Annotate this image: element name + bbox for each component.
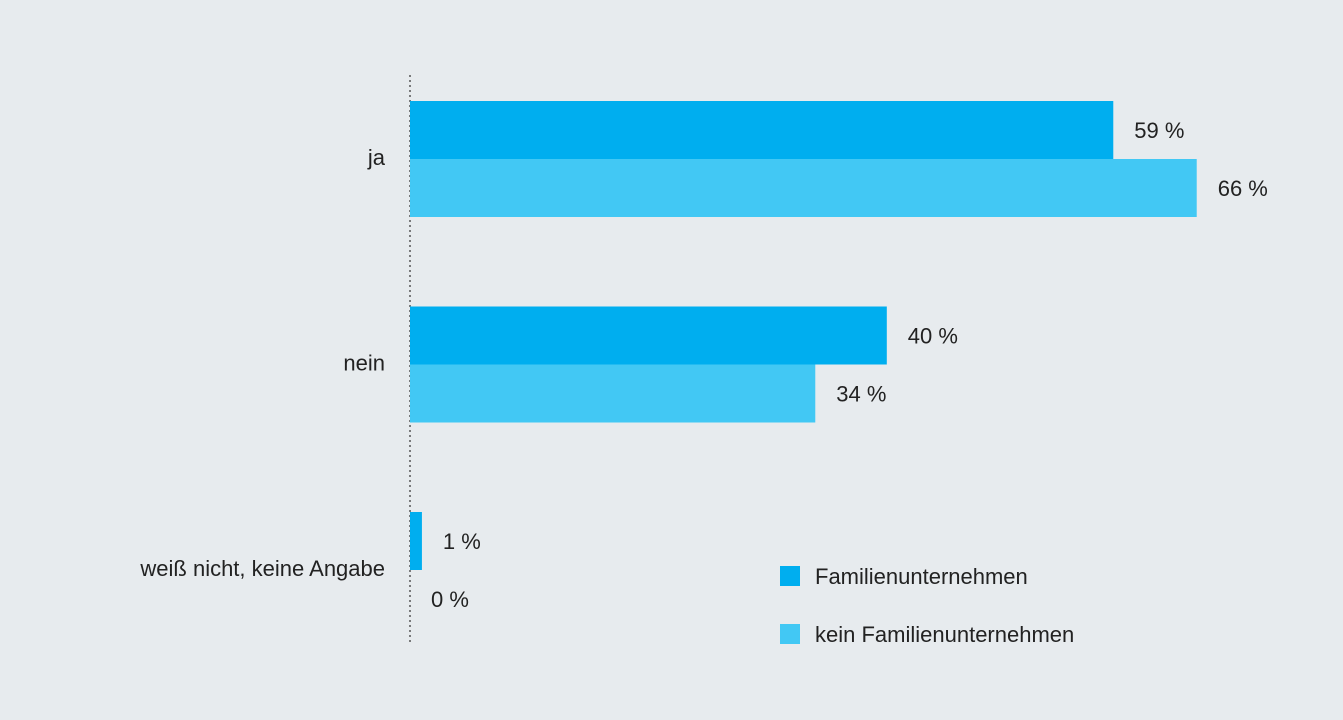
- legend-swatch: [780, 566, 800, 586]
- legend-label: kein Familienunternehmen: [815, 622, 1074, 647]
- legend-label: Familienunternehmen: [815, 564, 1028, 589]
- value-label: 0 %: [431, 587, 469, 612]
- value-label: 34 %: [836, 381, 886, 406]
- category-label: ja: [367, 145, 386, 170]
- value-label: 1 %: [443, 529, 481, 554]
- value-label: 59 %: [1134, 118, 1184, 143]
- bar: [410, 101, 1114, 159]
- bar: [410, 512, 422, 570]
- value-label: 66 %: [1218, 176, 1268, 201]
- bar: [410, 159, 1197, 217]
- value-label: 40 %: [908, 323, 958, 348]
- legend-swatch: [780, 624, 800, 644]
- bar: [410, 306, 887, 365]
- category-label: weiß nicht, keine Angabe: [139, 556, 385, 581]
- bar: [410, 364, 816, 423]
- category-label: nein: [343, 350, 385, 375]
